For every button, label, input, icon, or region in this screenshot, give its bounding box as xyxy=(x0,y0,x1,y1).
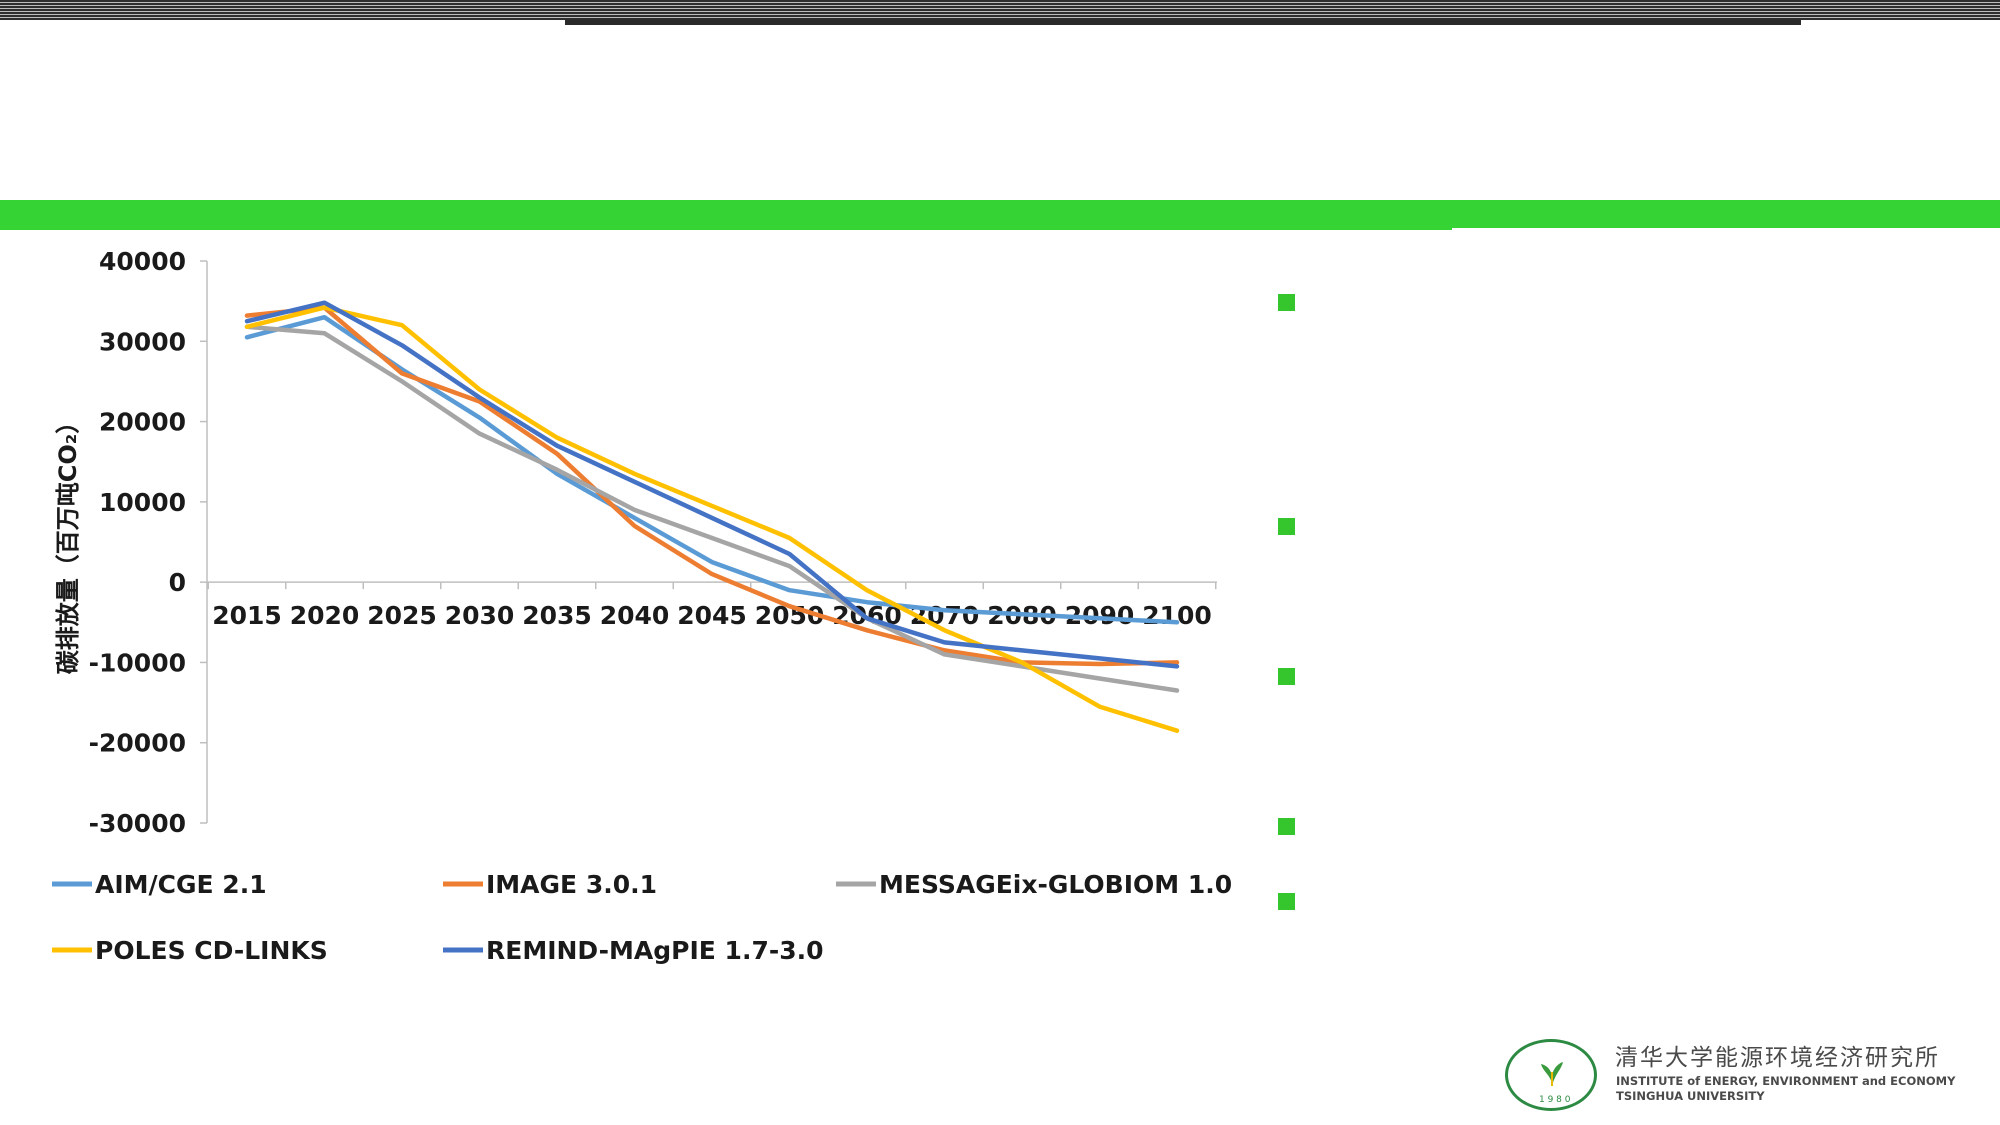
legend-label-3: MESSAGEix-GLOBIOM 1.0 xyxy=(879,870,1232,899)
series-line-4 xyxy=(244,305,1180,733)
y-tick-label: 40000 xyxy=(99,247,186,276)
institute-name-en: INSTITUTE of ENERGY, ENVIRONMENT and ECO… xyxy=(1616,1074,1956,1088)
university-name-en: TSINGHUA UNIVERSITY xyxy=(1616,1089,1765,1103)
bullet-marker-5 xyxy=(1278,893,1295,910)
emissions-line-chart: 40000 30000 20000 10000 0 -10000 -20000 -30000 2… xyxy=(52,247,1232,965)
x-tick-label: 2045 xyxy=(677,601,747,630)
institute-logo: 1 9 8 0 清华大学能源环境经济研究所 INSTITUTE of ENERG… xyxy=(1505,1036,1975,1118)
y-tick-label: -10000 xyxy=(89,648,186,677)
legend-label-4: POLES CD-LINKS xyxy=(95,936,328,965)
x-tick-label: 2015 xyxy=(212,601,282,630)
institute-name-cn: 清华大学能源环境经济研究所 xyxy=(1615,1045,1940,1071)
x-tick-label: 2020 xyxy=(290,601,360,630)
leaf-icon xyxy=(1541,1062,1563,1086)
logo-emblem: 1 9 8 0 xyxy=(1505,1039,1597,1111)
x-tick-label: 2035 xyxy=(522,601,592,630)
y-axis-label: 碳排放量（百万吨CO₂） xyxy=(54,410,82,675)
y-tick-label: 30000 xyxy=(99,327,186,356)
x-tick-label: 2030 xyxy=(445,601,515,630)
series-line-5 xyxy=(244,300,1180,669)
y-tick-label: 0 xyxy=(169,568,186,597)
series-line-3 xyxy=(244,324,1180,693)
series-line-1 xyxy=(244,314,1180,625)
top-decorative-bar xyxy=(0,0,2000,20)
bullet-marker-1 xyxy=(1278,294,1295,311)
x-tick-label: 2040 xyxy=(600,601,670,630)
top-decorative-accent xyxy=(565,20,1801,25)
y-tick-label: 10000 xyxy=(99,488,186,517)
x-tick-label: 2025 xyxy=(367,601,437,630)
legend-label-2: IMAGE 3.0.1 xyxy=(486,870,657,899)
bullet-marker-3 xyxy=(1278,668,1295,685)
y-tick-label: 20000 xyxy=(99,408,186,437)
y-tick-label: -30000 xyxy=(89,809,186,838)
bullet-marker-2 xyxy=(1278,518,1295,535)
green-band-divider xyxy=(1452,228,2000,231)
logo-year: 1 9 8 0 xyxy=(1539,1095,1571,1105)
legend-label-1: AIM/CGE 2.1 xyxy=(95,870,267,899)
bullet-marker-4 xyxy=(1278,818,1295,835)
x-tick-label: 2100 xyxy=(1142,601,1212,630)
legend-label-5: REMIND-MAgPIE 1.7-3.0 xyxy=(486,936,824,965)
green-title-band xyxy=(0,200,2000,230)
y-tick-label: -20000 xyxy=(89,729,186,758)
